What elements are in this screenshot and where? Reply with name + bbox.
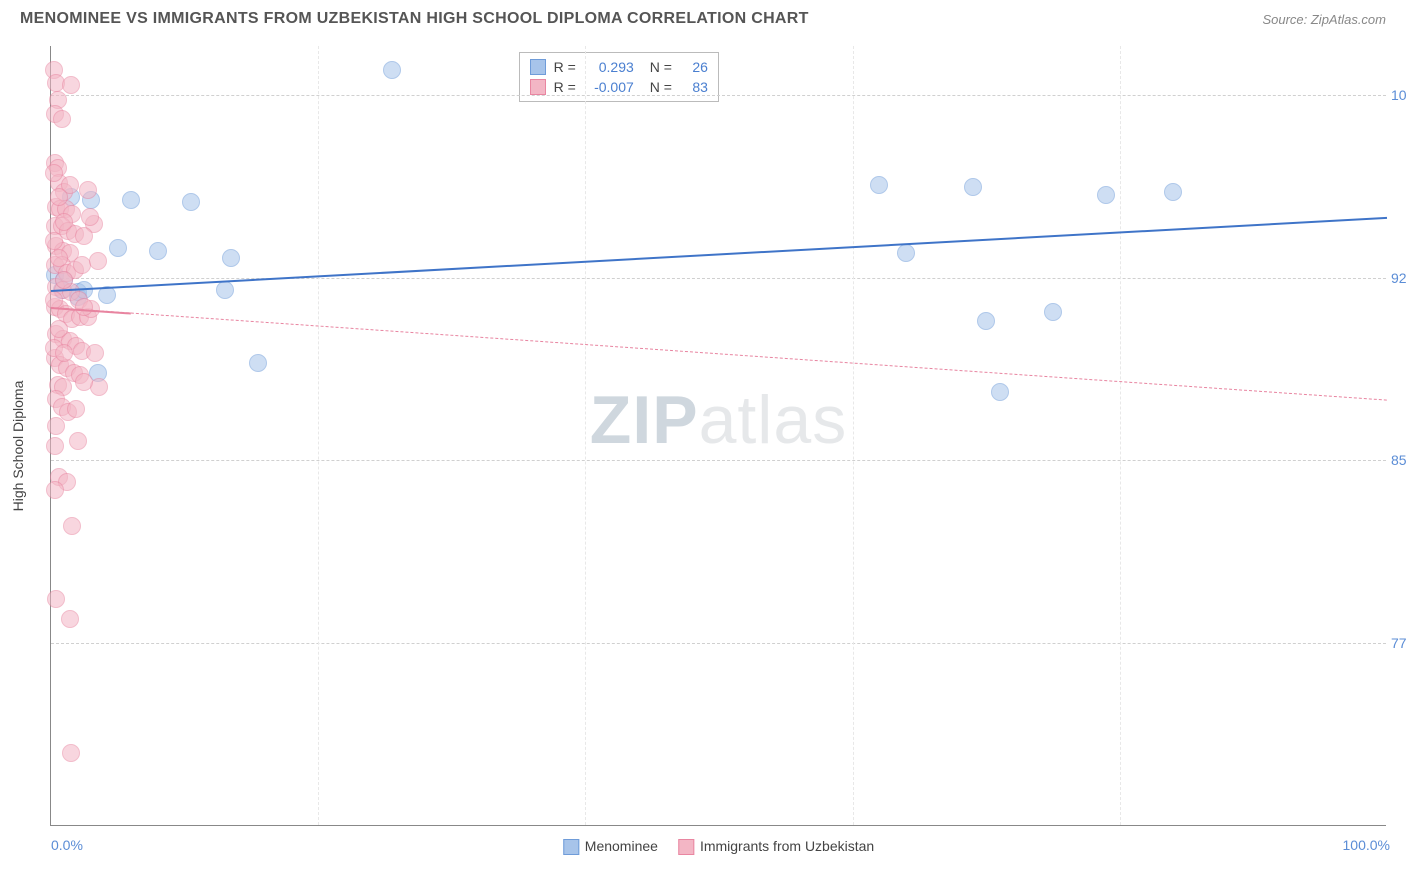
legend-swatch	[678, 839, 694, 855]
legend-r-label: R =	[554, 79, 576, 95]
legend-n-label: N =	[650, 59, 672, 75]
gridline-horizontal	[51, 460, 1386, 461]
data-point	[75, 227, 93, 245]
legend-r-value: -0.007	[584, 79, 634, 95]
data-point	[149, 242, 167, 260]
chart-title: MENOMINEE VS IMMIGRANTS FROM UZBEKISTAN …	[20, 10, 809, 28]
data-point	[1097, 186, 1115, 204]
watermark-zip: ZIP	[590, 382, 699, 458]
trend-line	[51, 307, 1387, 401]
data-point	[383, 61, 401, 79]
data-point	[46, 481, 64, 499]
watermark-atlas: atlas	[699, 382, 848, 458]
data-point	[216, 281, 234, 299]
data-point	[50, 188, 68, 206]
data-point	[46, 437, 64, 455]
legend-swatch	[530, 59, 546, 75]
legend-swatch	[563, 839, 579, 855]
data-point	[62, 76, 80, 94]
data-point	[991, 383, 1009, 401]
data-point	[47, 417, 65, 435]
data-point	[55, 271, 73, 289]
data-point	[50, 320, 68, 338]
data-point	[75, 298, 93, 316]
source-prefix: Source:	[1262, 12, 1310, 27]
x-tick-label: 0.0%	[51, 837, 83, 853]
legend-r-value: 0.293	[584, 59, 634, 75]
legend-r-label: R =	[554, 59, 576, 75]
y-tick-label: 85.0%	[1391, 452, 1406, 468]
gridline-horizontal	[51, 95, 1386, 96]
data-point	[977, 312, 995, 330]
y-axis-title: High School Diploma	[10, 381, 26, 512]
legend-n-label: N =	[650, 79, 672, 95]
data-point	[109, 239, 127, 257]
data-point	[79, 181, 97, 199]
data-point	[47, 590, 65, 608]
legend-n-value: 83	[680, 79, 708, 95]
legend-series: Menominee Immigrants from Uzbekistan	[563, 838, 874, 855]
data-point	[45, 291, 63, 309]
gridline-horizontal	[51, 643, 1386, 644]
chart-plot-area: ZIPatlas R =0.293N =26R =-0.007N =83 Men…	[50, 46, 1386, 826]
gridline-vertical	[585, 46, 586, 825]
data-point	[67, 400, 85, 418]
legend-item: Immigrants from Uzbekistan	[678, 838, 874, 855]
data-point	[870, 176, 888, 194]
data-point	[86, 344, 104, 362]
gridline-vertical	[318, 46, 319, 825]
data-point	[122, 191, 140, 209]
x-tick-label: 100.0%	[1343, 837, 1390, 853]
data-point	[89, 252, 107, 270]
data-point	[249, 354, 267, 372]
gridline-vertical	[853, 46, 854, 825]
source-label: Source: ZipAtlas.com	[1262, 12, 1386, 27]
data-point	[1164, 183, 1182, 201]
gridline-vertical	[1120, 46, 1121, 825]
watermark: ZIPatlas	[590, 381, 847, 459]
data-point	[45, 232, 63, 250]
data-point	[53, 110, 71, 128]
legend-stat-row: R = 0.293 N = 26	[530, 57, 708, 77]
legend-n-value: 26	[680, 59, 708, 75]
y-tick-label: 77.5%	[1391, 635, 1406, 651]
data-point	[45, 164, 63, 182]
source-name: ZipAtlas.com	[1311, 12, 1386, 27]
legend-label: Menominee	[585, 838, 658, 854]
data-point	[897, 244, 915, 262]
data-point	[1044, 303, 1062, 321]
legend-item: Menominee	[563, 838, 658, 855]
data-point	[69, 432, 87, 450]
data-point	[61, 610, 79, 628]
y-tick-label: 100.0%	[1391, 87, 1406, 103]
title-bar: MENOMINEE VS IMMIGRANTS FROM UZBEKISTAN …	[0, 0, 1406, 34]
data-point	[55, 344, 73, 362]
legend-label: Immigrants from Uzbekistan	[700, 838, 874, 854]
data-point	[50, 249, 68, 267]
data-point	[182, 193, 200, 211]
data-point	[222, 249, 240, 267]
trend-line	[51, 217, 1387, 292]
y-tick-label: 92.5%	[1391, 270, 1406, 286]
data-point	[964, 178, 982, 196]
data-point	[81, 208, 99, 226]
data-point	[63, 517, 81, 535]
legend-swatch	[530, 79, 546, 95]
data-point	[75, 373, 93, 391]
data-point	[55, 213, 73, 231]
data-point	[62, 744, 80, 762]
